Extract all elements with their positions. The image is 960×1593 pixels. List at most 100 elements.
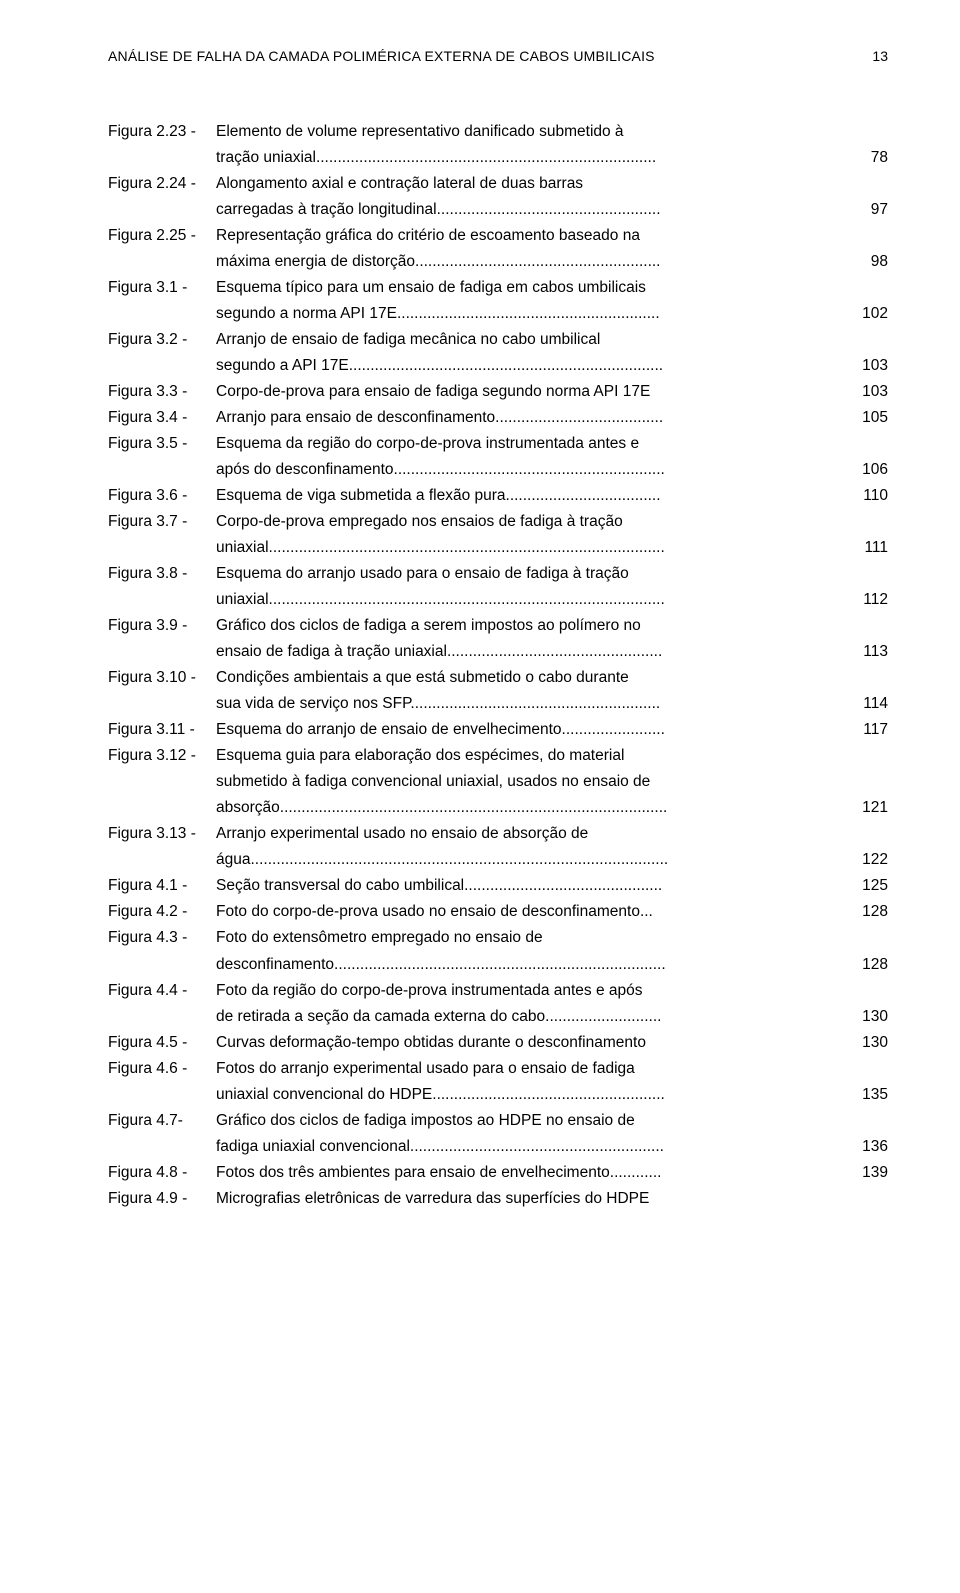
figure-entry-line: Esquema típico para um ensaio de fadiga … bbox=[216, 276, 888, 300]
figure-label bbox=[108, 198, 216, 222]
figure-entry-body: Fotos dos três ambientes para ensaio de … bbox=[216, 1161, 888, 1185]
figure-description: Alongamento axial e contração lateral de… bbox=[216, 172, 836, 196]
figure-entry-row: absorção................................… bbox=[108, 796, 888, 820]
figure-description: desconfinamento.........................… bbox=[216, 953, 836, 977]
figure-entry-body: Esquema da região do corpo-de-prova inst… bbox=[216, 432, 888, 456]
figure-entry-row: Figura 2.25 -Representação gráfica do cr… bbox=[108, 224, 888, 248]
figure-page-ref: 110 bbox=[836, 484, 888, 508]
figure-entry-body: Condições ambientais a que está submetid… bbox=[216, 666, 888, 690]
figure-page-ref: 135 bbox=[836, 1083, 888, 1107]
figure-entry-line: Esquema do arranjo usado para o ensaio d… bbox=[216, 562, 888, 586]
figure-description: após do desconfinamento.................… bbox=[216, 458, 836, 482]
figure-entry-row: Figura 3.9 -Gráfico dos ciclos de fadiga… bbox=[108, 614, 888, 638]
figure-label bbox=[108, 1083, 216, 1107]
figure-entry-row: água....................................… bbox=[108, 848, 888, 872]
figure-description: absorção................................… bbox=[216, 796, 836, 820]
figure-label: Figura 4.8 - bbox=[108, 1161, 216, 1185]
figure-entry-line: Esquema do arranjo de ensaio de envelhec… bbox=[216, 718, 888, 742]
figure-entry-body: carregadas à tração longitudinal........… bbox=[216, 198, 888, 222]
figure-label: Figura 4.3 - bbox=[108, 926, 216, 950]
figure-entry-line: carregadas à tração longitudinal........… bbox=[216, 198, 888, 222]
figure-label: Figura 3.9 - bbox=[108, 614, 216, 638]
figure-entry-row: uniaxial convencional do HDPE...........… bbox=[108, 1083, 888, 1107]
figure-entry-body: ensaio de fadiga à tração uniaxial......… bbox=[216, 640, 888, 664]
figure-description: ensaio de fadiga à tração uniaxial......… bbox=[216, 640, 836, 664]
figure-label bbox=[108, 146, 216, 170]
figure-label: Figura 3.1 - bbox=[108, 276, 216, 300]
figure-description: Corpo-de-prova empregado nos ensaios de … bbox=[216, 510, 836, 534]
figure-page-ref: 103 bbox=[836, 354, 888, 378]
figure-entry-line: uniaxial................................… bbox=[216, 588, 888, 612]
figure-entry-row: Figura 3.7 -Corpo-de-prova empregado nos… bbox=[108, 510, 888, 534]
figure-entry-line: Foto do corpo-de-prova usado no ensaio d… bbox=[216, 900, 888, 924]
figure-entry-line: Seção transversal do cabo umbilical.....… bbox=[216, 874, 888, 898]
figure-entry-line: Corpo-de-prova empregado nos ensaios de … bbox=[216, 510, 888, 534]
figure-label bbox=[108, 302, 216, 326]
figure-page-ref: 112 bbox=[836, 588, 888, 612]
figure-entry-body: desconfinamento.........................… bbox=[216, 953, 888, 977]
figure-page-ref: 113 bbox=[836, 640, 888, 664]
figure-entry-body: segundo a norma API 17E.................… bbox=[216, 302, 888, 326]
figure-entry-row: segundo a API 17E.......................… bbox=[108, 354, 888, 378]
figure-page-ref: 136 bbox=[836, 1135, 888, 1159]
figure-entry-line: uniaxial................................… bbox=[216, 536, 888, 560]
figure-page-ref: 130 bbox=[836, 1005, 888, 1029]
figure-label: Figura 2.24 - bbox=[108, 172, 216, 196]
figure-page-ref: 121 bbox=[836, 796, 888, 820]
figure-label bbox=[108, 1005, 216, 1029]
figure-entry-row: Figura 3.11 -Esquema do arranjo de ensai… bbox=[108, 718, 888, 742]
figure-entry-row: Figura 4.8 -Fotos dos três ambientes par… bbox=[108, 1161, 888, 1185]
figure-label bbox=[108, 640, 216, 664]
figure-label: Figura 3.12 - bbox=[108, 744, 216, 768]
figure-description: Arranjo para ensaio de desconfinamento..… bbox=[216, 406, 836, 430]
figure-label bbox=[108, 796, 216, 820]
figure-label: Figura 3.6 - bbox=[108, 484, 216, 508]
figure-page-ref: 78 bbox=[836, 146, 888, 170]
figure-label: Figura 3.11 - bbox=[108, 718, 216, 742]
figure-entry-line: Representação gráfica do critério de esc… bbox=[216, 224, 888, 248]
figure-description: de retirada a seção da camada externa do… bbox=[216, 1005, 836, 1029]
figure-entry-body: máxima energia de distorção.............… bbox=[216, 250, 888, 274]
figure-description: fadiga uniaxial convencional............… bbox=[216, 1135, 836, 1159]
document-page: ANÁLISE DE FALHA DA CAMADA POLIMÉRICA EX… bbox=[0, 0, 960, 1273]
figure-page-ref: 97 bbox=[836, 198, 888, 222]
figure-label bbox=[108, 458, 216, 482]
figure-entry-body: Esquema de viga submetida a flexão pura.… bbox=[216, 484, 888, 508]
figure-description: Fotos do arranjo experimental usado para… bbox=[216, 1057, 836, 1081]
figure-entry-line: máxima energia de distorção.............… bbox=[216, 250, 888, 274]
figure-entry-line: Arranjo de ensaio de fadiga mecânica no … bbox=[216, 328, 888, 352]
figure-page-ref: 128 bbox=[836, 900, 888, 924]
figure-entry-body: Representação gráfica do critério de esc… bbox=[216, 224, 888, 248]
figure-description: Esquema de viga submetida a flexão pura.… bbox=[216, 484, 836, 508]
figure-entry-line: absorção................................… bbox=[216, 796, 888, 820]
figure-entry-row: Figura 3.13 -Arranjo experimental usado … bbox=[108, 822, 888, 846]
figure-entry-body: absorção................................… bbox=[216, 796, 888, 820]
figure-entry-body: Foto do extensômetro empregado no ensaio… bbox=[216, 926, 888, 950]
figure-entry-line: Gráfico dos ciclos de fadiga impostos ao… bbox=[216, 1109, 888, 1133]
figure-entry-body: Gráfico dos ciclos de fadiga a serem imp… bbox=[216, 614, 888, 638]
figure-entry-line: Arranjo para ensaio de desconfinamento..… bbox=[216, 406, 888, 430]
figure-label: Figura 3.7 - bbox=[108, 510, 216, 534]
figure-label: Figura 4.9 - bbox=[108, 1187, 216, 1211]
figure-entry-line: Foto da região do corpo-de-prova instrum… bbox=[216, 979, 888, 1003]
figure-entry-row: desconfinamento.........................… bbox=[108, 953, 888, 977]
figure-entry-row: Figura 4.1 -Seção transversal do cabo um… bbox=[108, 874, 888, 898]
figure-page-ref: 98 bbox=[836, 250, 888, 274]
figure-entry-body: Alongamento axial e contração lateral de… bbox=[216, 172, 888, 196]
figure-entry-line: fadiga uniaxial convencional............… bbox=[216, 1135, 888, 1159]
figure-page-ref: 125 bbox=[836, 874, 888, 898]
figure-description: uniaxial................................… bbox=[216, 536, 836, 560]
figure-entry-row: Figura 2.23 -Elemento de volume represen… bbox=[108, 120, 888, 144]
figure-page-ref: 122 bbox=[836, 848, 888, 872]
figure-entry-body: Corpo-de-prova empregado nos ensaios de … bbox=[216, 510, 888, 534]
figure-description: segundo a API 17E.......................… bbox=[216, 354, 836, 378]
figure-label: Figura 3.13 - bbox=[108, 822, 216, 846]
figure-entry-row: Figura 3.4 -Arranjo para ensaio de desco… bbox=[108, 406, 888, 430]
figure-entry-row: Figura 4.9 -Micrografias eletrônicas de … bbox=[108, 1187, 888, 1211]
figure-description: uniaxial convencional do HDPE...........… bbox=[216, 1083, 836, 1107]
figure-entry-body: uniaxial convencional do HDPE...........… bbox=[216, 1083, 888, 1107]
figure-entry-row: Figura 3.5 -Esquema da região do corpo-d… bbox=[108, 432, 888, 456]
figure-entry-body: Fotos do arranjo experimental usado para… bbox=[216, 1057, 888, 1081]
figure-entry-body: segundo a API 17E.......................… bbox=[216, 354, 888, 378]
figure-entry-row: de retirada a seção da camada externa do… bbox=[108, 1005, 888, 1029]
